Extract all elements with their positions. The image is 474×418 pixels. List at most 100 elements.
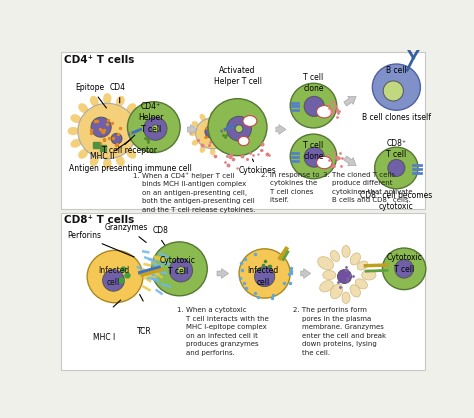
- Text: Activated
Helper T cell: Activated Helper T cell: [213, 66, 262, 86]
- Ellipse shape: [227, 116, 251, 141]
- Text: Cytotoxic
T cell: Cytotoxic T cell: [386, 253, 422, 273]
- Ellipse shape: [323, 270, 336, 280]
- Text: Cytokines: Cytokines: [239, 166, 277, 175]
- Text: 1. When a CD4⁺ helper T cell
    binds MCH II-antigen complex
    on an antigen-: 1. When a CD4⁺ helper T cell binds MCH I…: [133, 172, 255, 213]
- Ellipse shape: [304, 97, 324, 116]
- Ellipse shape: [136, 127, 147, 135]
- Ellipse shape: [356, 279, 367, 289]
- Text: B cell: B cell: [386, 66, 407, 74]
- Ellipse shape: [71, 114, 81, 123]
- Ellipse shape: [357, 261, 368, 270]
- Ellipse shape: [227, 140, 234, 145]
- Text: TCR: TCR: [137, 327, 152, 336]
- Text: 1. When a cytotoxic
    T cell interacts with the
    MHC I-epitope complex
    : 1. When a cytotoxic T cell interacts wit…: [177, 307, 269, 356]
- Ellipse shape: [330, 284, 343, 298]
- Ellipse shape: [290, 134, 337, 179]
- Ellipse shape: [317, 156, 332, 169]
- Text: MHC I: MHC I: [93, 333, 116, 342]
- Text: 3. The cloned T cells
    produce different
    cytokines that activate
    B ce: 3. The cloned T cells produce different …: [323, 172, 412, 203]
- Text: 2. In response to
    cytokines the
    T cell clones
    itself.: 2. In response to cytokines the T cell c…: [261, 172, 319, 203]
- Ellipse shape: [319, 280, 333, 292]
- Ellipse shape: [220, 146, 226, 153]
- Text: Granzymes: Granzymes: [104, 223, 147, 232]
- Ellipse shape: [111, 133, 122, 144]
- Ellipse shape: [318, 257, 334, 270]
- Ellipse shape: [374, 147, 418, 189]
- Ellipse shape: [192, 140, 199, 145]
- Ellipse shape: [103, 270, 124, 291]
- Ellipse shape: [373, 64, 420, 110]
- Text: Infected
cell: Infected cell: [247, 267, 279, 287]
- Ellipse shape: [208, 99, 267, 155]
- Ellipse shape: [290, 83, 337, 128]
- Ellipse shape: [342, 292, 350, 303]
- Ellipse shape: [388, 160, 405, 176]
- FancyBboxPatch shape: [61, 214, 425, 370]
- Ellipse shape: [116, 155, 125, 166]
- Text: T cell
clone: T cell clone: [303, 73, 324, 93]
- Ellipse shape: [128, 102, 180, 153]
- Ellipse shape: [133, 139, 144, 148]
- Ellipse shape: [78, 149, 88, 159]
- FancyBboxPatch shape: [61, 52, 425, 209]
- Ellipse shape: [68, 127, 79, 135]
- Ellipse shape: [210, 148, 216, 155]
- Ellipse shape: [91, 117, 111, 137]
- Ellipse shape: [362, 270, 376, 280]
- Ellipse shape: [87, 250, 143, 303]
- Ellipse shape: [90, 155, 99, 166]
- Ellipse shape: [210, 111, 216, 119]
- Ellipse shape: [255, 267, 275, 287]
- Ellipse shape: [342, 246, 350, 257]
- Text: Epitope: Epitope: [75, 83, 104, 92]
- Text: CD8: CD8: [152, 226, 168, 235]
- Ellipse shape: [133, 114, 144, 123]
- Ellipse shape: [78, 103, 88, 113]
- Text: CD4⁺ T cells: CD4⁺ T cells: [64, 55, 134, 65]
- Ellipse shape: [220, 114, 226, 121]
- Ellipse shape: [169, 259, 192, 282]
- Text: T cell receptor: T cell receptor: [102, 146, 157, 155]
- Text: Cytotoxic
T cell: Cytotoxic T cell: [160, 256, 196, 276]
- Ellipse shape: [71, 139, 81, 148]
- Text: CD8⁺ T cells: CD8⁺ T cells: [64, 215, 134, 225]
- Ellipse shape: [330, 250, 339, 262]
- Ellipse shape: [395, 260, 413, 278]
- Ellipse shape: [383, 81, 403, 101]
- Ellipse shape: [227, 121, 234, 127]
- Ellipse shape: [350, 285, 360, 297]
- Text: 2. The perforins form
    pores in the plasma
    membrane. Granzymes
    enter : 2. The perforins form pores in the plasm…: [293, 307, 386, 356]
- Ellipse shape: [200, 146, 206, 153]
- Ellipse shape: [243, 116, 257, 126]
- Ellipse shape: [350, 253, 360, 265]
- Ellipse shape: [200, 114, 206, 121]
- Ellipse shape: [152, 242, 207, 296]
- Ellipse shape: [383, 248, 426, 290]
- Text: T cell
clone: T cell clone: [303, 141, 324, 161]
- Ellipse shape: [205, 126, 218, 138]
- Ellipse shape: [116, 96, 125, 107]
- Ellipse shape: [196, 118, 230, 149]
- Ellipse shape: [127, 103, 137, 113]
- Text: Antigen presenting immune cell: Antigen presenting immune cell: [69, 164, 191, 173]
- Ellipse shape: [304, 147, 324, 167]
- Text: CD8⁺
T cell: CD8⁺ T cell: [386, 139, 407, 159]
- Text: B cell clones itself: B cell clones itself: [362, 113, 431, 122]
- Ellipse shape: [78, 103, 137, 159]
- Ellipse shape: [177, 267, 185, 274]
- Ellipse shape: [152, 125, 159, 133]
- Ellipse shape: [103, 158, 111, 169]
- Ellipse shape: [239, 249, 290, 298]
- Ellipse shape: [235, 125, 243, 133]
- Ellipse shape: [317, 106, 332, 118]
- Text: MHC II: MHC II: [90, 152, 115, 161]
- Ellipse shape: [90, 96, 99, 107]
- Ellipse shape: [103, 93, 111, 104]
- Ellipse shape: [189, 130, 196, 136]
- Ellipse shape: [127, 149, 137, 159]
- Text: Infected
cell: Infected cell: [98, 267, 129, 287]
- Text: CD4⁺
Helper
T cell: CD4⁺ Helper T cell: [138, 102, 164, 133]
- Ellipse shape: [144, 117, 167, 140]
- Ellipse shape: [238, 136, 249, 145]
- Text: Perforins: Perforins: [67, 231, 101, 240]
